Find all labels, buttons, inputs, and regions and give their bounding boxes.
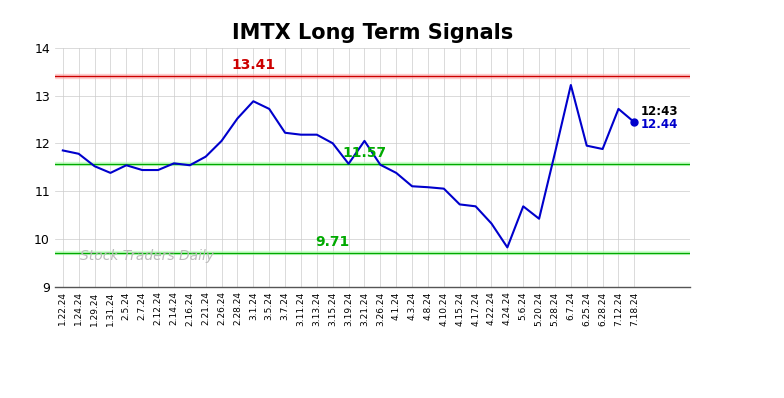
Text: 12:43: 12:43 — [641, 105, 678, 118]
Text: 13.41: 13.41 — [231, 58, 275, 72]
Text: 9.71: 9.71 — [316, 235, 350, 249]
Text: 12.44: 12.44 — [641, 118, 678, 131]
Text: Stock Traders Daily: Stock Traders Daily — [80, 249, 214, 263]
Bar — [55, 162, 690, 166]
Text: 11.57: 11.57 — [343, 146, 387, 160]
Bar — [55, 251, 690, 254]
Bar — [55, 74, 690, 78]
Title: IMTX Long Term Signals: IMTX Long Term Signals — [232, 23, 513, 43]
